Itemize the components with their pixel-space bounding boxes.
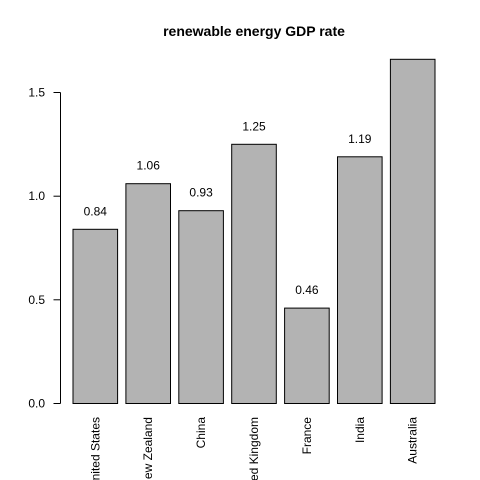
category-label-3: United Kingdom [247,417,261,480]
data-label-2: 0.93 [189,186,213,200]
category-label-5: India [353,417,367,443]
bar-6 [389,58,436,405]
data-label-0: 0.84 [84,204,108,218]
y-tick-label-1: 0.5 [28,293,45,307]
bar-1 [125,183,171,404]
category-label-1: New Zealand [141,417,155,480]
y-axis: 0.0 0.5 1.0 1.5 [28,86,61,411]
data-label-3: 1.25 [242,119,266,133]
y-tick-label-3: 1.5 [28,86,45,100]
bar-0 [72,228,119,404]
x-axis: United States New Zealand China United King… [88,417,419,480]
category-label-2: China [194,417,208,449]
plot-area: 0.84 1.06 0.93 1.25 0.46 1.19 [72,58,436,405]
bar-2 [178,210,224,404]
data-label-5: 1.19 [348,132,372,146]
bar-3 [231,143,277,405]
data-label-1: 1.06 [137,159,161,173]
category-label-0: United States [88,417,102,480]
bar-4 [284,307,330,405]
data-label-4: 0.46 [295,283,319,297]
y-tick-label-0: 0.0 [28,397,45,411]
category-label-6: Australia [406,417,420,464]
y-tick-label-2: 1.0 [28,189,45,203]
category-label-4: France [300,417,314,455]
chart-title: renewable energy GDP rate [163,23,345,39]
bar-5 [337,156,383,404]
